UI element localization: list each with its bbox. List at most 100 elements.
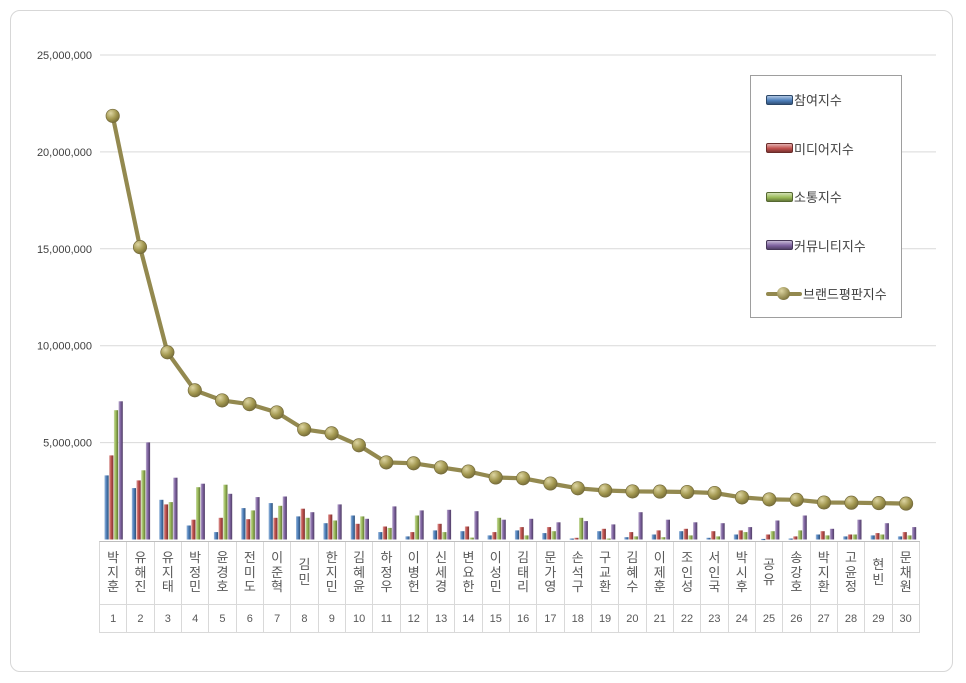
bar-series-3 bbox=[278, 505, 283, 540]
line-marker bbox=[762, 492, 777, 507]
category-rank: 7 bbox=[263, 604, 291, 632]
bar-series-4 bbox=[419, 510, 424, 540]
category-cell: 고 윤 정 28 bbox=[837, 542, 866, 632]
bar-series-2 bbox=[246, 519, 251, 540]
bar-series-4 bbox=[611, 524, 616, 540]
bar-series-4 bbox=[720, 523, 725, 540]
category-rank: 14 bbox=[455, 604, 482, 632]
legend-label: 브랜드평판지수 bbox=[803, 287, 887, 302]
bar-series-3 bbox=[360, 516, 365, 540]
legend-label: 커뮤니티지수 bbox=[794, 238, 866, 254]
bar-series-3 bbox=[387, 527, 392, 540]
legend-item: 소통지수 bbox=[766, 187, 901, 206]
bar-series-1 bbox=[213, 532, 219, 540]
bar-series-3 bbox=[579, 517, 584, 540]
bar-series-2 bbox=[492, 532, 497, 540]
line-marker bbox=[242, 397, 257, 412]
bar-series-2 bbox=[711, 531, 716, 540]
line-marker bbox=[160, 345, 175, 360]
category-cell: 송 강 호 26 bbox=[783, 542, 811, 632]
category-cell: 전 미 도 6 bbox=[236, 542, 264, 632]
bar-series-1 bbox=[350, 515, 355, 540]
line-marker bbox=[680, 484, 695, 500]
bar-series-4 bbox=[884, 523, 889, 540]
bar-series-1 bbox=[597, 531, 602, 540]
category-rank: 13 bbox=[427, 604, 455, 632]
category-name: 고 윤 정 bbox=[845, 550, 857, 595]
category-name: 손 석 구 bbox=[571, 550, 584, 595]
bar-series-3 bbox=[661, 537, 666, 540]
category-rank: 11 bbox=[373, 604, 400, 632]
line-marker bbox=[789, 492, 804, 507]
category-name: 문 채 원 bbox=[899, 550, 912, 595]
bar-series-1 bbox=[186, 525, 191, 540]
bar-series-4 bbox=[857, 519, 862, 540]
y-axis-tick-label: 15,000,000 bbox=[37, 244, 92, 256]
bar-series-2 bbox=[902, 532, 907, 540]
category-cell: 서 인 국 23 bbox=[701, 542, 729, 632]
bar-series-1 bbox=[897, 536, 903, 540]
category-cell: 유 해 진 2 bbox=[127, 542, 155, 632]
bar-series-3 bbox=[743, 532, 748, 540]
bar-series-2 bbox=[683, 528, 688, 540]
category-rank: 16 bbox=[509, 604, 537, 632]
category-name: 이 제 훈 bbox=[653, 550, 666, 595]
category-rank: 8 bbox=[291, 604, 318, 632]
category-rank: 22 bbox=[673, 604, 701, 632]
bar-series-2 bbox=[136, 480, 141, 540]
category-rank: 25 bbox=[755, 604, 783, 632]
category-name: 조 인 성 bbox=[681, 550, 694, 595]
bar-series-4 bbox=[829, 528, 835, 540]
bar-series-2 bbox=[656, 530, 661, 540]
bar-series-4 bbox=[747, 527, 753, 540]
legend-bar-swatch-icon bbox=[766, 94, 793, 105]
category-rank: 18 bbox=[564, 604, 591, 632]
line-marker bbox=[816, 495, 832, 510]
legend-label: 소통지수 bbox=[794, 190, 842, 205]
bar-series-3 bbox=[250, 510, 255, 540]
category-name: 하 정 우 bbox=[380, 550, 393, 595]
category-rank: 3 bbox=[154, 604, 181, 632]
line-marker bbox=[516, 471, 531, 486]
bar-series-2 bbox=[464, 526, 470, 540]
bar-series-3 bbox=[688, 535, 693, 540]
bar-series-1 bbox=[268, 503, 273, 540]
bar-series-4 bbox=[693, 522, 698, 540]
legend-label: 참여지수 bbox=[794, 93, 842, 108]
bar-series-1 bbox=[487, 535, 492, 540]
y-axis-tick-label: 25,000,000 bbox=[37, 50, 92, 62]
bar-series-2 bbox=[738, 530, 743, 540]
bar-series-4 bbox=[802, 515, 807, 540]
line-marker bbox=[461, 464, 476, 479]
bar-series-2 bbox=[163, 504, 169, 540]
category-rank: 29 bbox=[865, 604, 892, 632]
bar-series-4 bbox=[775, 520, 780, 540]
bar-series-4 bbox=[282, 496, 287, 540]
category-rank: 4 bbox=[181, 604, 209, 632]
bar-series-1 bbox=[159, 499, 164, 540]
line-marker bbox=[625, 484, 640, 499]
line-marker bbox=[598, 483, 613, 498]
bar-series-4 bbox=[665, 519, 670, 540]
bar-series-1 bbox=[131, 488, 136, 540]
category-rank: 30 bbox=[892, 604, 919, 632]
bar-series-1 bbox=[679, 531, 684, 540]
category-name: 변 요 한 bbox=[462, 550, 475, 595]
category-name: 김 태 리 bbox=[517, 550, 530, 595]
bar-series-2 bbox=[437, 523, 442, 540]
bar-series-4 bbox=[446, 509, 452, 540]
y-axis-tick-label: 20,000,000 bbox=[37, 147, 92, 159]
category-rank: 2 bbox=[127, 604, 154, 632]
bar-series-2 bbox=[355, 523, 360, 540]
bar-series-2 bbox=[820, 531, 825, 540]
category-cell: 조 인 성 22 bbox=[673, 542, 702, 632]
bar-series-1 bbox=[405, 536, 410, 540]
category-cell: 이 준 혁 7 bbox=[263, 542, 292, 632]
bar-series-1 bbox=[843, 536, 848, 540]
bar-series-3 bbox=[223, 484, 228, 540]
bar-series-2 bbox=[109, 455, 114, 540]
bar-series-1 bbox=[651, 534, 656, 540]
category-cell: 이 병 헌 12 bbox=[400, 542, 428, 632]
category-rank: 5 bbox=[209, 604, 236, 632]
category-cell: 김 혜 수 20 bbox=[619, 542, 647, 632]
